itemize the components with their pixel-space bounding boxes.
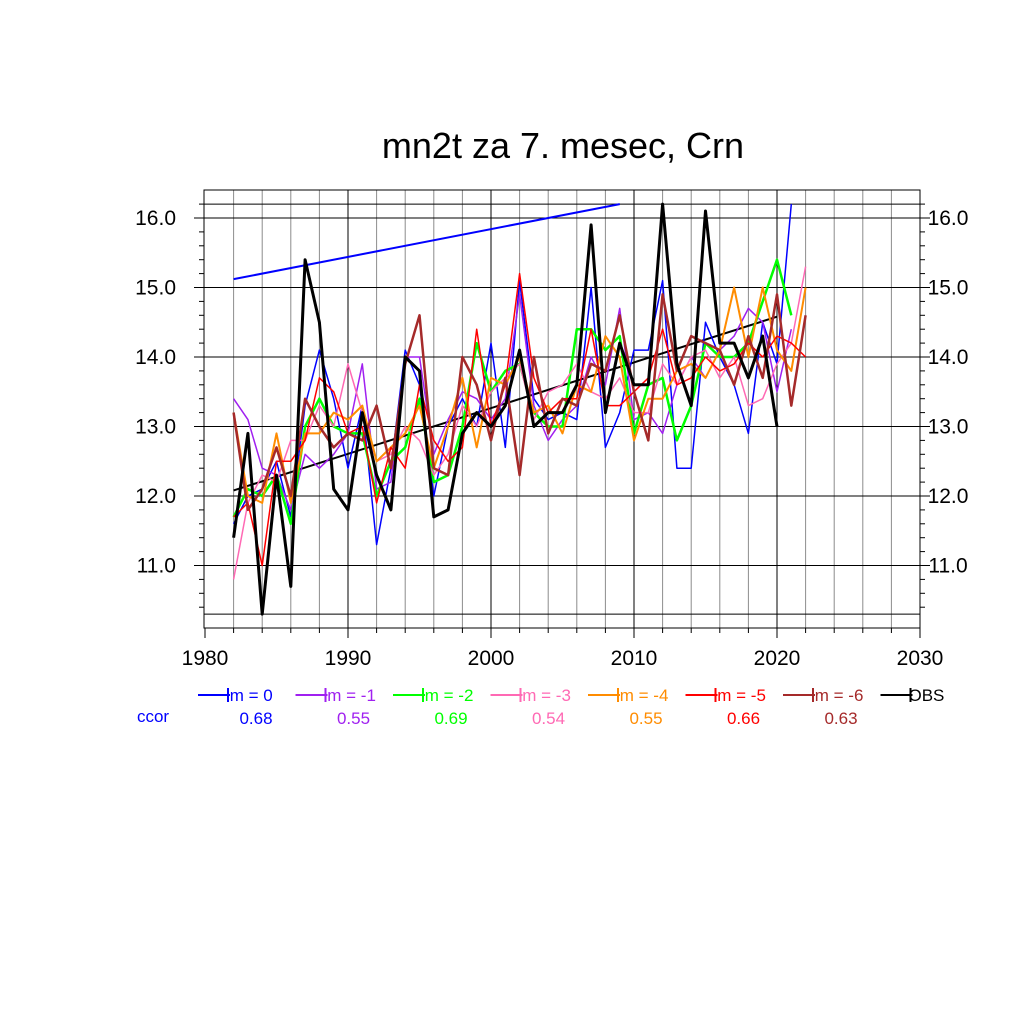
y-tick-label: 16.0 (135, 207, 176, 230)
ccor-value: 0.55 (629, 709, 662, 728)
y-tick-label: 15.0 (135, 277, 176, 300)
x-tick-label: 2000 (468, 647, 515, 670)
y-tick-label: 14.0 (135, 346, 176, 369)
legend-label: lm = -4 (616, 686, 668, 705)
series-line-5 (233, 272, 807, 567)
y-tick-label-right: 13.0 (928, 416, 969, 439)
grid (204, 190, 920, 628)
series-line-2 (232, 258, 793, 526)
x-tick-label: 2030 (897, 647, 944, 670)
x-tick-label: 2010 (611, 647, 658, 670)
plot-frame (203, 189, 921, 629)
y-tick-label: 11.0 (137, 555, 176, 578)
ccor-value: 0.54 (532, 709, 565, 728)
ccor-label: ccor (137, 707, 169, 726)
legend-label: lm = -2 (421, 686, 473, 705)
series-line-7 (232, 202, 779, 616)
series-layer (232, 202, 807, 616)
y-tick-label-right: 16.0 (928, 207, 969, 230)
ccor-value: 0.68 (239, 709, 272, 728)
y-tick-label: 13.0 (135, 416, 176, 439)
legend-label: lm = 0 (226, 686, 273, 705)
x-tick-label: 1990 (325, 647, 372, 670)
legend: ccor lm = 0 0.68 lm = -1 0.55 lm = -2 0.69 lm … (137, 686, 944, 728)
chart-title: mn2t za 7. mesec, Crn (382, 125, 744, 166)
trend-line (233, 203, 620, 281)
y-tick-label-right: 14.0 (928, 346, 969, 369)
series-line-0 (232, 204, 793, 546)
ccor-value: 0.66 (727, 709, 760, 728)
x-tick-label: 2020 (754, 647, 801, 670)
legend-label: lm = -3 (519, 686, 571, 705)
legend-label: lm = -5 (714, 686, 766, 705)
ccor-value: 0.63 (824, 709, 857, 728)
legend-label: OBS (909, 686, 945, 705)
ccor-value: 0.55 (337, 709, 370, 728)
ccor-value: 0.69 (434, 709, 467, 728)
legend-label: lm = -6 (811, 686, 863, 705)
y-tick-label-right: 11.0 (928, 555, 967, 578)
x-tick-label: 1980 (182, 647, 229, 670)
ticks-layer: 1980 1990 2000 2010 2020 2030 11.0 11.0 12.0 12.0… (135, 203, 969, 670)
y-tick-label-right: 15.0 (928, 277, 969, 300)
y-tick-label-right: 12.0 (928, 485, 969, 508)
legend-label: lm = -1 (324, 686, 376, 705)
y-tick-label: 12.0 (135, 485, 176, 508)
